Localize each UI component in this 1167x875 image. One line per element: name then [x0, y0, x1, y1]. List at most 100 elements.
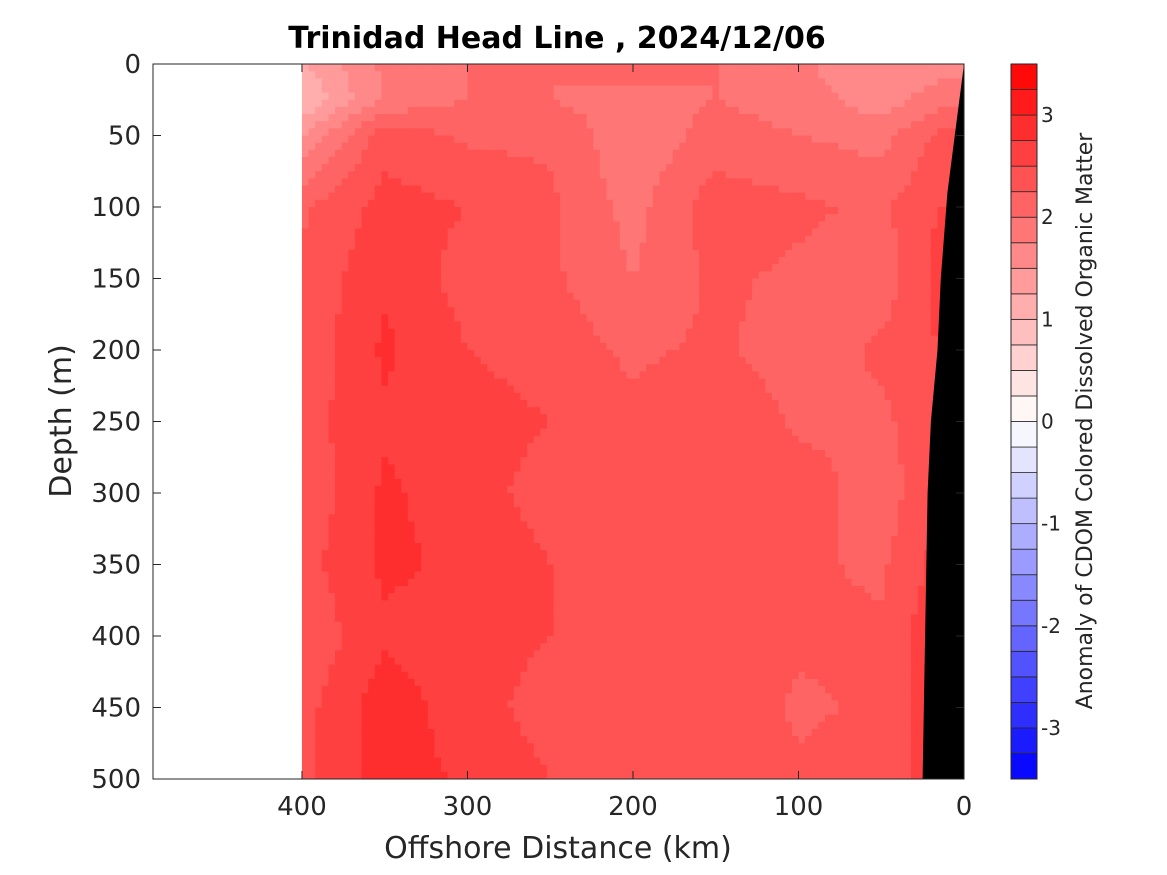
heatmap-cell	[798, 121, 806, 129]
heatmap-cell	[580, 371, 588, 380]
heatmap-cell	[586, 271, 594, 280]
heatmap-cell	[348, 156, 356, 165]
heatmap-cell	[348, 207, 356, 215]
heatmap-cell	[798, 392, 806, 401]
heatmap-cell	[301, 342, 310, 351]
heatmap-cell	[474, 85, 482, 94]
heatmap-cell	[606, 228, 614, 237]
heatmap-cell	[354, 271, 363, 280]
heatmap-cell	[401, 249, 409, 258]
heatmap-cell	[394, 64, 402, 72]
heatmap-cell	[599, 207, 608, 215]
heatmap-cell	[712, 357, 720, 365]
heatmap-cell	[493, 214, 502, 222]
heatmap-cell	[851, 371, 859, 380]
heatmap-cell	[368, 364, 376, 373]
heatmap-cell	[791, 85, 800, 94]
heatmap-cell	[427, 135, 435, 144]
heatmap-cell	[752, 328, 760, 337]
heatmap-cell	[937, 156, 945, 165]
heatmap-cell	[911, 371, 919, 380]
heatmap-cell	[917, 392, 925, 401]
heatmap-cell	[632, 328, 641, 337]
heatmap-cell	[460, 149, 469, 158]
heatmap-cell	[573, 171, 581, 179]
heatmap-cell	[586, 228, 594, 237]
heatmap-cell	[626, 292, 634, 301]
heatmap-cell	[566, 314, 574, 322]
heatmap-cell	[447, 214, 455, 222]
heatmap-cell	[752, 314, 760, 322]
heatmap-cell	[586, 71, 594, 79]
heatmap-cell	[586, 221, 594, 230]
heatmap-cell	[580, 178, 588, 187]
heatmap-cell	[474, 378, 482, 387]
heatmap-cell	[685, 128, 694, 137]
heatmap-cell	[877, 185, 886, 194]
heatmap-cell	[407, 178, 416, 187]
heatmap-cell	[917, 106, 925, 115]
heatmap-cell	[646, 142, 654, 151]
heatmap-cell	[712, 164, 720, 172]
heatmap-cell	[798, 357, 806, 365]
heatmap-cell	[924, 128, 932, 137]
heatmap-cell	[805, 414, 813, 423]
heatmap-cell	[493, 378, 502, 387]
heatmap-cell	[838, 142, 846, 151]
heatmap-cell	[308, 199, 316, 208]
heatmap-cell	[699, 242, 707, 251]
heatmap-cell	[719, 328, 727, 337]
heatmap-cell	[487, 106, 495, 115]
heatmap-cell	[440, 257, 449, 265]
heatmap-cell	[937, 149, 945, 158]
heatmap-cell	[546, 114, 555, 122]
heatmap-cell	[652, 307, 661, 315]
heatmap-cell	[904, 378, 912, 387]
heatmap-cell	[884, 114, 892, 122]
heatmap-cell	[460, 385, 469, 394]
heatmap-cell	[388, 364, 396, 373]
heatmap-cell	[765, 71, 773, 79]
heatmap-cell	[374, 142, 382, 151]
heatmap-cell	[930, 371, 939, 380]
heatmap-cell	[917, 314, 925, 322]
heatmap-cell	[613, 121, 621, 129]
heatmap-cell	[421, 285, 429, 294]
heatmap-cell	[884, 156, 892, 165]
heatmap-cell	[824, 185, 833, 194]
heatmap-cell	[871, 142, 879, 151]
heatmap-cell	[593, 271, 601, 280]
heatmap-cell	[772, 142, 780, 151]
heatmap-cell	[454, 99, 462, 108]
heatmap-cell	[540, 92, 548, 101]
heatmap-cell	[368, 249, 376, 258]
heatmap-cell	[361, 328, 369, 337]
heatmap-cell	[738, 71, 747, 79]
heatmap-cell	[864, 271, 872, 280]
heatmap-cell	[493, 328, 502, 337]
heatmap-cell	[328, 385, 336, 394]
heatmap-cell	[586, 149, 594, 158]
heatmap-cell	[798, 371, 806, 380]
heatmap-cell	[652, 364, 661, 373]
heatmap-cell	[540, 321, 548, 330]
heatmap-cell	[421, 235, 429, 244]
heatmap-cell	[407, 400, 416, 408]
heatmap-cell	[348, 171, 356, 179]
heatmap-cell	[897, 364, 906, 373]
heatmap-cell	[427, 342, 435, 351]
heatmap-cell	[791, 378, 800, 387]
heatmap-cell	[772, 321, 780, 330]
heatmap-cell	[725, 378, 733, 387]
heatmap-cell	[580, 164, 588, 172]
heatmap-cell	[858, 371, 866, 380]
heatmap-cell	[937, 106, 945, 115]
heatmap-cell	[606, 164, 614, 172]
heatmap-cell	[308, 164, 316, 172]
heatmap-cell	[858, 242, 866, 251]
heatmap-cell	[533, 114, 541, 122]
heatmap-cell	[705, 235, 714, 244]
heatmap-cell	[652, 350, 661, 358]
heatmap-cell	[368, 299, 376, 308]
heatmap-cell	[560, 228, 568, 237]
